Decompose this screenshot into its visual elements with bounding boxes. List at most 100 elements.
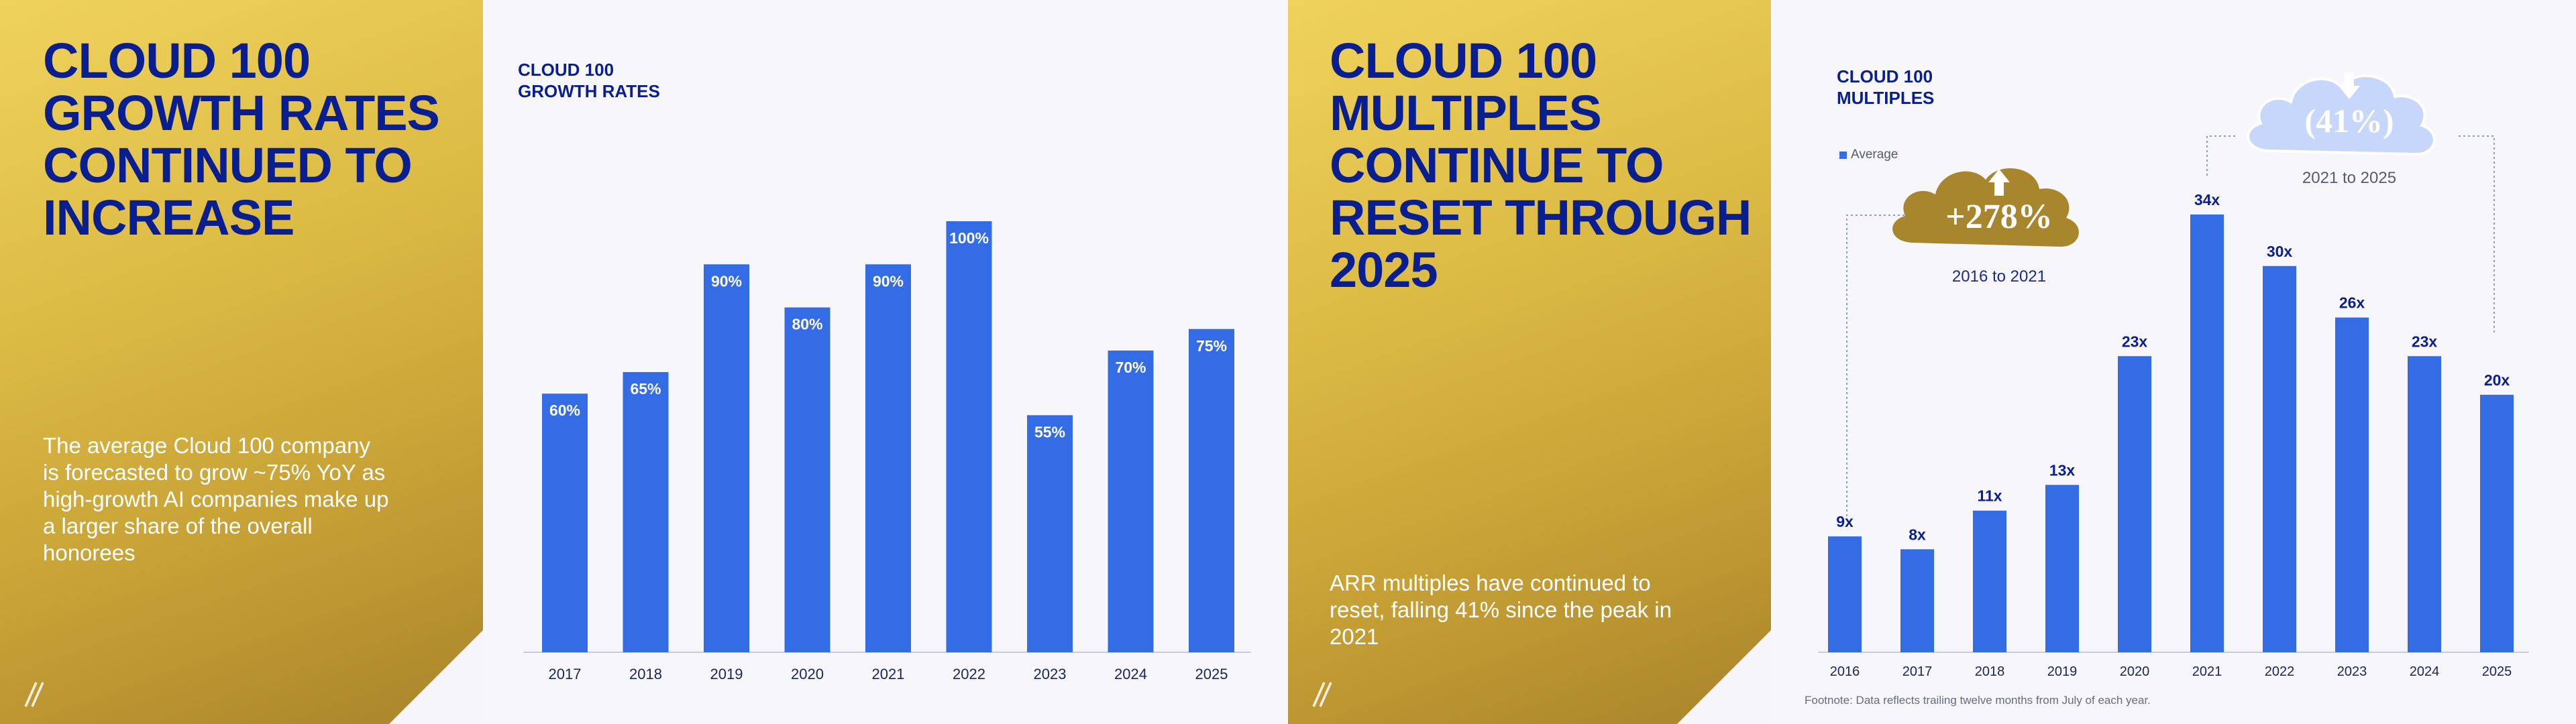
bar-2017 (1900, 549, 1934, 652)
chart-title-line: GROWTH RATES (518, 81, 660, 101)
bar-2021 (865, 264, 911, 652)
growth-callout-caption: 2016 to 2021 (1952, 267, 2046, 286)
x-tick-2021: 2021 (2192, 664, 2222, 679)
bar-2018 (623, 372, 669, 652)
chart-title-line: CLOUD 100 (1837, 66, 1933, 86)
x-tick-2020: 2020 (791, 666, 824, 682)
x-tick-2018: 2018 (629, 666, 662, 682)
connector-down-line (2206, 135, 2495, 335)
data-label-2020: 80% (792, 316, 822, 333)
data-label-2022: 30x (2267, 243, 2293, 260)
decline-callout-caption: 2021 to 2025 (2302, 169, 2396, 187)
x-tick-2019: 2019 (710, 666, 743, 682)
bar-2024 (2408, 356, 2441, 652)
x-tick-2018: 2018 (1975, 664, 2005, 679)
body-line: The average Cloud 100 company (43, 433, 370, 458)
x-tick-2023: 2023 (1034, 666, 1067, 682)
x-tick-2024: 2024 (1114, 666, 1147, 682)
growth-cloud-callout: +278% 2016 to 2021 (1892, 168, 2079, 286)
bar-2017 (542, 394, 588, 652)
title-line: GROWTH RATES (43, 85, 440, 141)
body-line: honorees (43, 540, 136, 565)
bar-2019 (704, 264, 749, 652)
data-label-2020: 23x (2122, 333, 2148, 350)
bar-2018 (1973, 510, 2006, 652)
bar-2022 (2263, 265, 2296, 653)
bar-2020 (2118, 356, 2151, 652)
title-line: CONTINUED TO (43, 137, 413, 193)
bar-2025 (2480, 394, 2514, 652)
x-tick-2022: 2022 (953, 666, 985, 682)
data-label-2022: 100% (949, 229, 989, 247)
legend-label: Average (1851, 147, 1898, 162)
growth-rate-bar-chart: 60% 2017 65% 2018 90% 2019 80% 2020 90% 2021 100% 2… (523, 221, 1251, 682)
x-tick-2025: 2025 (1195, 666, 1228, 682)
connector-up-line (1846, 204, 2008, 516)
data-label-2018: 65% (630, 380, 661, 398)
data-label-2018: 11x (1977, 487, 2002, 505)
data-label-2023: 26x (2339, 294, 2365, 312)
footnote: Footnote: Data reflects trailing twelve … (1805, 694, 2151, 707)
body-line: high-growth AI companies make up (43, 487, 389, 511)
x-tick-2024: 2024 (2410, 664, 2440, 679)
decline-cloud-callout: (41%) 2021 to 2025 (2247, 72, 2436, 187)
title-line: CLOUD 100 (43, 33, 311, 88)
brand-logo-icon (1312, 682, 1332, 707)
title-line: RESET THROUGH (1330, 190, 1752, 245)
title-line: MULTIPLES (1330, 85, 1602, 141)
x-tick-2019: 2019 (2047, 664, 2078, 679)
chart-title-line: MULTIPLES (1837, 88, 1935, 108)
x-tick-2017: 2017 (1902, 664, 1933, 679)
bar-2023 (2335, 317, 2369, 652)
data-label-2024: 23x (2412, 333, 2438, 350)
bar-2022 (946, 221, 992, 652)
chart-title-multiples: CLOUD 100 MULTIPLES (1837, 66, 1934, 109)
bar-2019 (2045, 485, 2079, 652)
slide-title-growth: CLOUD 100 GROWTH RATES CONTINUED TO INCR… (43, 33, 440, 245)
gold-cloud-icon (1892, 168, 2079, 247)
title-line: CONTINUE TO (1330, 137, 1664, 193)
x-tick-2016: 2016 (1830, 664, 1860, 679)
data-label-2019: 90% (711, 272, 742, 290)
chart-title-growth: CLOUD 100 GROWTH RATES (518, 59, 660, 102)
data-label-2025: 20x (2484, 371, 2510, 389)
decline-callout-value: (41%) (2304, 102, 2394, 139)
slide-body-growth: The average Cloud 100 company is forecas… (43, 432, 388, 566)
body-line: reset, falling 41% since the peak in (1330, 597, 1672, 622)
title-line: INCREASE (43, 190, 294, 245)
data-label-2025: 75% (1196, 337, 1227, 355)
bar-2024 (1108, 350, 1154, 652)
bar-2023 (1027, 415, 1073, 652)
up-arrow-icon (1988, 169, 2010, 196)
x-tick-2025: 2025 (2482, 664, 2512, 679)
gold-panel-right (1288, 0, 1771, 724)
x-tick-2017: 2017 (549, 666, 582, 682)
x-tick-2023: 2023 (2337, 664, 2367, 679)
data-label-2017: 8x (1909, 526, 1926, 543)
data-label-2016: 9x (1836, 513, 1854, 530)
growth-callout-value: +278% (1945, 198, 2053, 236)
data-label-2017: 60% (549, 402, 580, 419)
title-line: CLOUD 100 (1330, 33, 1597, 88)
body-line: is forecasted to grow ~75% YoY as (43, 460, 386, 485)
slide-title-multiples: CLOUD 100 MULTIPLES CONTINUE TO RESET TH… (1330, 33, 1752, 296)
legend-swatch (1839, 151, 1847, 159)
x-tick-2020: 2020 (2120, 664, 2150, 679)
brand-logo-icon (24, 682, 44, 707)
body-line: 2021 (1330, 624, 1379, 649)
multiples-bar-chart: +278% 2016 to 2021 (41%) 2021 to 2025 9x… (1818, 72, 2529, 679)
slide-body-multiples: ARR multiples have continued to reset, f… (1330, 570, 1672, 650)
body-line: a larger share of the overall (43, 514, 313, 538)
data-label-2021: 34x (2194, 191, 2220, 208)
chart-legend: Average (1839, 147, 1898, 162)
chart-title-line: CLOUD 100 (518, 60, 614, 80)
x-tick-2022: 2022 (2265, 664, 2295, 679)
data-label-2023: 55% (1034, 423, 1065, 440)
data-label-2021: 90% (873, 272, 904, 290)
down-arrow-icon (2339, 72, 2360, 99)
data-label-2024: 70% (1115, 359, 1146, 376)
data-label-2019: 13x (2049, 461, 2076, 479)
body-line: ARR multiples have continued to (1330, 570, 1651, 595)
bar-2020 (784, 307, 830, 653)
bar-2016 (1828, 536, 1862, 652)
